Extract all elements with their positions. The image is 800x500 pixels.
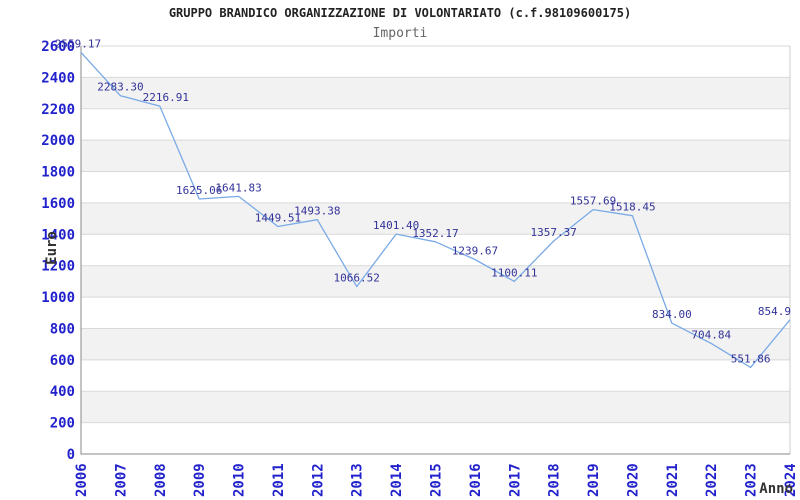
x-tick-label: 2022 — [704, 463, 720, 497]
data-label: 1518.45 — [609, 201, 655, 214]
y-tick-label: 2400 — [41, 70, 75, 86]
band — [81, 265, 790, 298]
x-tick-label: 2012 — [310, 463, 326, 497]
y-axis-title: Euro — [44, 231, 60, 265]
x-tick-label: 2014 — [389, 463, 405, 497]
y-tick-label: 800 — [50, 321, 75, 337]
y-tick-label: 400 — [50, 384, 75, 400]
data-label: 2283.30 — [97, 81, 143, 94]
x-tick-label: 2020 — [625, 463, 641, 497]
y-tick-label: 1400 — [41, 227, 75, 243]
axis-line — [80, 46, 790, 455]
y-tick-label: 0 — [67, 447, 75, 463]
y-tick-label: 1000 — [41, 290, 75, 306]
y-tick-label: 2200 — [41, 102, 75, 118]
x-tick-label: 2018 — [547, 463, 563, 497]
x-tick-label: 2023 — [744, 463, 760, 497]
data-label: 1449.51 — [255, 212, 301, 225]
x-tick-label: 2011 — [271, 463, 287, 497]
x-axis-title: Anno — [759, 481, 793, 497]
chart-subtitle: Importi — [372, 26, 428, 41]
x-tick-label: 2016 — [468, 463, 484, 497]
band — [81, 328, 790, 360]
data-label: 834.00 — [652, 308, 692, 321]
chart-title: GRUPPO BRANDICO ORGANIZZAZIONE DI VOLONT… — [168, 6, 632, 20]
data-label: 854.9 — [758, 305, 791, 318]
x-tick-label: 2006 — [74, 463, 90, 497]
x-tick-label: 2013 — [350, 463, 366, 497]
y-tick-label: 1200 — [41, 259, 75, 275]
data-label: 1401.40 — [373, 219, 419, 232]
x-tick-label: 2021 — [665, 463, 681, 497]
data-label: 1100.11 — [491, 266, 537, 279]
data-label: 1239.67 — [452, 244, 498, 257]
x-tick-label: 2024 — [783, 463, 799, 497]
x-tick-label: 2019 — [586, 463, 602, 497]
data-line — [80, 51, 791, 369]
data-label: 1493.38 — [294, 205, 340, 218]
x-tick-label: 2008 — [153, 463, 169, 497]
data-label: 1357.37 — [530, 226, 576, 239]
y-tick-label: 1800 — [41, 165, 75, 181]
data-label: 1066.52 — [334, 272, 380, 285]
x-tick-label: 2015 — [429, 463, 445, 497]
data-label: 2216.91 — [143, 91, 189, 104]
band — [81, 77, 790, 109]
x-tick-label: 2010 — [232, 463, 248, 497]
data-label: 2559.17 — [55, 37, 101, 50]
data-label: 551.86 — [731, 352, 771, 365]
band — [81, 391, 790, 423]
data-label: 1557.69 — [570, 195, 616, 208]
y-tick-label: 600 — [50, 353, 75, 369]
band — [81, 202, 790, 235]
data-label: 1641.83 — [215, 181, 261, 194]
x-tick-label: 2009 — [192, 463, 208, 497]
data-label: 704.84 — [691, 328, 731, 341]
y-tick-label: 2000 — [41, 133, 75, 149]
y-tick-label: 200 — [50, 416, 75, 432]
x-tick-label: 2007 — [113, 463, 129, 497]
y-tick-label: 1600 — [41, 196, 75, 212]
data-label: 1352.17 — [412, 227, 458, 240]
band — [81, 140, 790, 172]
y-tick-label: 2600 — [41, 39, 75, 55]
x-tick-label: 2017 — [507, 463, 523, 497]
data-label: 1625.06 — [176, 184, 222, 197]
